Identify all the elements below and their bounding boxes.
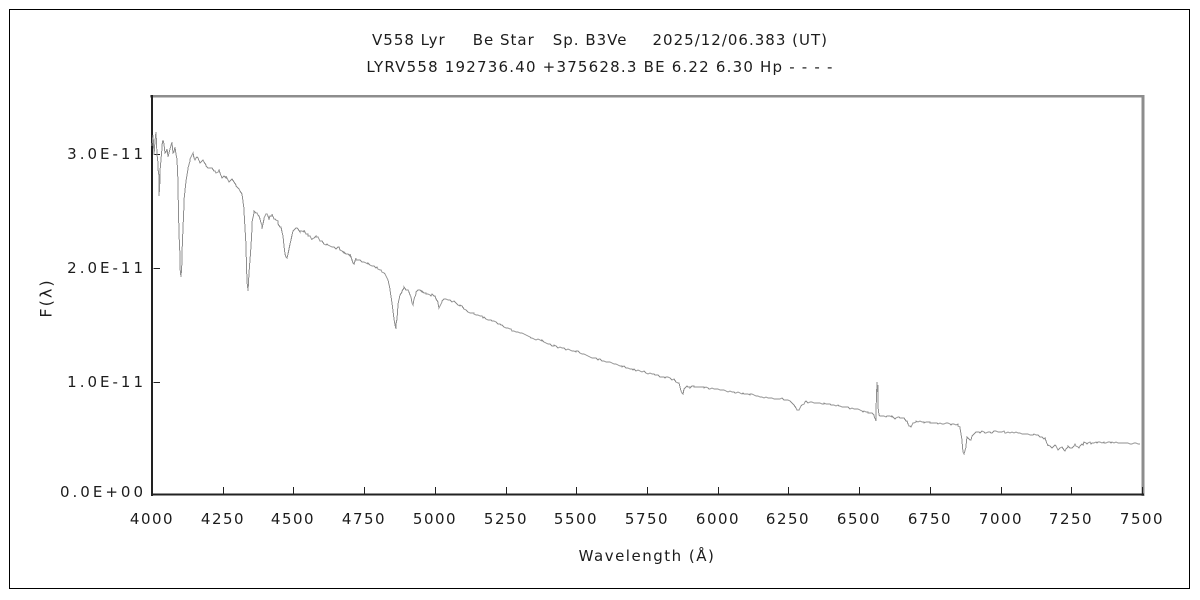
x-tick-label: 4750 bbox=[342, 510, 386, 528]
x-tick-label: 5500 bbox=[554, 510, 598, 528]
spectral-type: Sp. B3Ve bbox=[552, 31, 628, 49]
y-axis-title: F(λ) bbox=[36, 278, 56, 318]
x-tick-label: 7000 bbox=[979, 510, 1023, 528]
x-tick-label: 5000 bbox=[413, 510, 457, 528]
x-tick-label: 6750 bbox=[908, 510, 952, 528]
x-tick-label: 4500 bbox=[271, 510, 315, 528]
x-tick-label: 6500 bbox=[837, 510, 881, 528]
chart-title: V558 Lyr Be Star Sp. B3Ve 2025/12/06.383… bbox=[0, 31, 1200, 49]
x-tick-label: 5250 bbox=[484, 510, 528, 528]
x-tick-label: 7250 bbox=[1049, 510, 1093, 528]
x-tick-label: 4250 bbox=[201, 510, 245, 528]
x-axis-title: Wavelength (Å) bbox=[578, 547, 716, 565]
observation-date: 2025/12/06.383 (UT) bbox=[652, 31, 828, 49]
y-tick-label: 3.0E-11 bbox=[67, 145, 146, 163]
star-type: Be Star bbox=[472, 31, 535, 49]
x-tick-label: 6250 bbox=[766, 510, 810, 528]
y-tick-label: 1.0E-11 bbox=[67, 373, 146, 391]
chart-subtitle: LYRV558 192736.40 +375628.3 BE 6.22 6.30… bbox=[366, 58, 834, 76]
x-tick-label: 5750 bbox=[625, 510, 669, 528]
x-tick-label: 4000 bbox=[130, 510, 174, 528]
y-tick-label: 0.0E+00 bbox=[60, 483, 146, 501]
x-tick-label: 6000 bbox=[696, 510, 740, 528]
star-name: V558 Lyr bbox=[372, 31, 446, 49]
spectrum-trace bbox=[151, 131, 1140, 456]
x-tick-label: 7500 bbox=[1120, 510, 1164, 528]
y-tick-label: 2.0E-11 bbox=[67, 259, 146, 277]
